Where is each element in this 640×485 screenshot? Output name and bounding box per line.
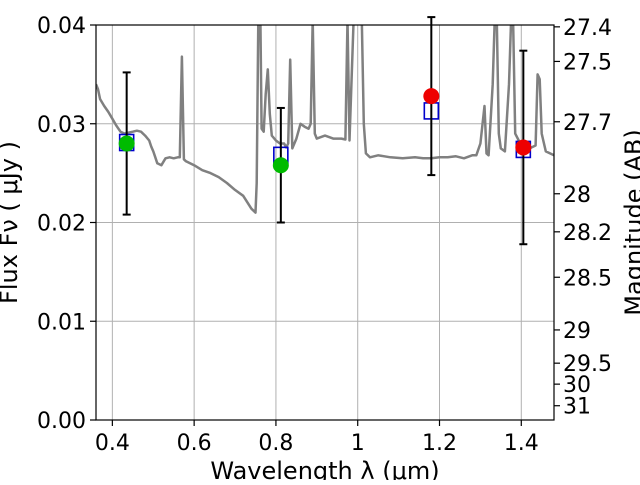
grid <box>96 24 554 421</box>
right-axis-title: Magnitude (AB) <box>620 129 640 315</box>
axes: 0.4 0.6 0.8 1 1.2 1.4 0.00 0.01 0.02 0.03 0.04 27.4… <box>0 14 640 485</box>
data-layer <box>96 25 554 214</box>
right-tick-label: 28 <box>563 183 591 208</box>
y-tick-label: 0.01 <box>37 310 86 335</box>
spectrum-line <box>96 25 554 214</box>
x-tick-label: 0.4 <box>95 431 130 456</box>
right-tick-label: 31 <box>563 395 591 420</box>
observed-point <box>423 88 440 105</box>
right-tick-label: 27.7 <box>563 111 612 136</box>
right-tick-label: 27.5 <box>563 50 612 75</box>
right-tick-label: 29.5 <box>563 352 612 377</box>
points-layer <box>118 16 532 246</box>
x-tick-label: 0.8 <box>258 431 293 456</box>
y-tick-label: 0.04 <box>37 14 86 39</box>
x-tick-label: 1.2 <box>422 431 457 456</box>
right-tick-label: 27.4 <box>563 16 612 41</box>
observed-point <box>118 135 135 152</box>
right-tick-label: 28.2 <box>563 221 612 246</box>
observed-point <box>272 157 289 174</box>
right-tick-label: 28.5 <box>563 266 612 291</box>
observed-point <box>515 139 532 156</box>
y-tick-label: 0.02 <box>37 212 86 237</box>
x-axis-title: Wavelength λ (μm) <box>210 457 439 480</box>
x-tick-label: 1.4 <box>504 431 539 456</box>
y-axis-title: Flux Fν ( μJy ) <box>0 141 23 304</box>
y-tick-label: 0.00 <box>37 409 86 434</box>
right-tick-label: 29 <box>563 319 591 344</box>
right-tick-label: 30 <box>563 373 591 398</box>
y-tick-label: 0.03 <box>37 113 86 138</box>
x-tick-label: 0.6 <box>177 431 212 456</box>
x-tick-label: 1 <box>351 431 365 456</box>
